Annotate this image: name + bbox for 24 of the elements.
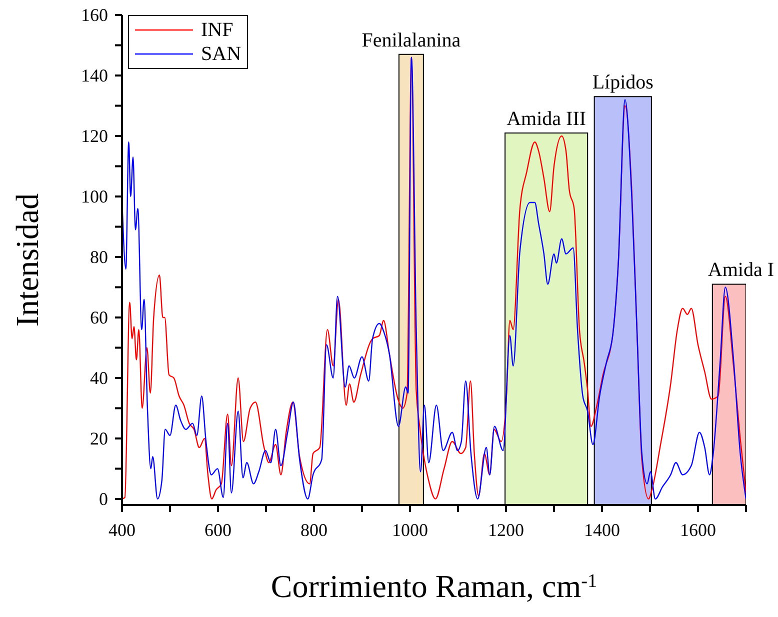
x-tick-label: 600	[204, 520, 232, 540]
band-label: Lípidos	[592, 72, 654, 94]
y-tick-label: 160	[81, 5, 108, 25]
y-tick-label: 40	[90, 368, 108, 388]
x-tick-label: 400	[108, 520, 136, 540]
x-tick-label: 1000	[392, 520, 428, 540]
y-tick-label: 120	[81, 126, 108, 146]
x-axis-title: Corrimiento Raman, cm$^{-1}$	[270, 568, 598, 604]
y-tick-label: 80	[90, 246, 108, 267]
x-tick-label: 1400	[584, 520, 620, 540]
x-tick-label: 1200	[488, 520, 524, 540]
y-tick-label: 100	[81, 186, 108, 206]
x-tick-label: 800	[300, 520, 328, 540]
y-axis-title: Intensidad	[9, 193, 45, 327]
legend-label: INF	[201, 18, 234, 42]
y-tick-label: 140	[81, 65, 108, 86]
y-tick-label: 60	[90, 307, 108, 328]
band-label: Fenilalanina	[362, 29, 461, 52]
band-label: Amida I	[708, 259, 774, 282]
legend-label: SAN	[201, 42, 242, 66]
band-label: Amida III	[506, 108, 586, 130]
y-tick-label: 20	[90, 428, 108, 448]
y-tick-label: 0	[99, 488, 108, 509]
x-tick-label: 1600	[680, 520, 716, 540]
